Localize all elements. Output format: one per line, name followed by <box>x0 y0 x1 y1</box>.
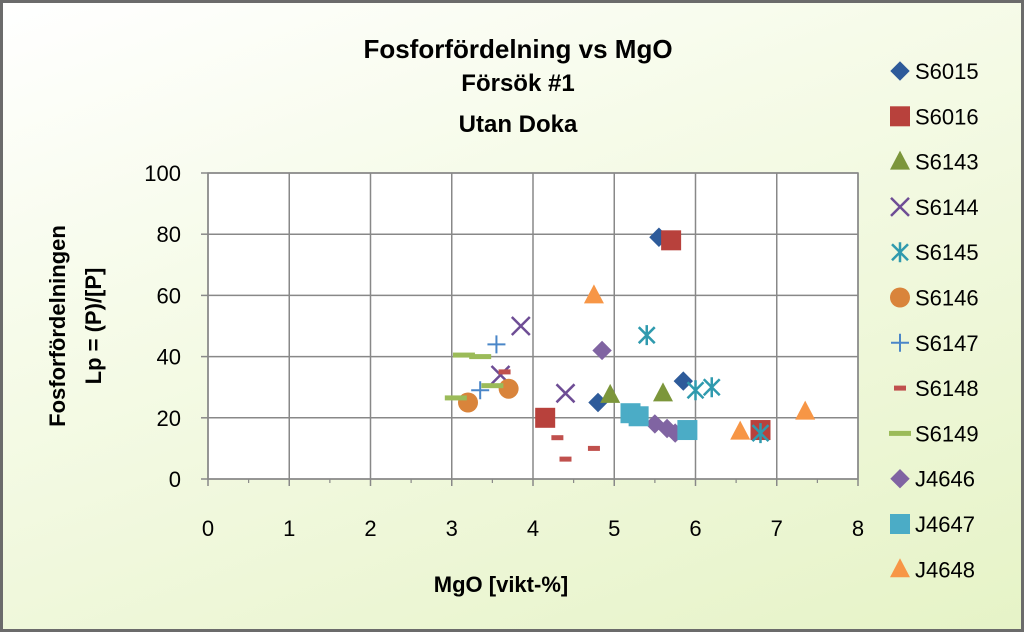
point-S6015 <box>673 371 694 391</box>
point-S6146 <box>498 378 519 399</box>
y-tick-label: 40 <box>157 345 181 370</box>
y-axis-label-line-2: Lp = (P)/[P] <box>81 268 106 385</box>
series-S6149 <box>444 352 504 401</box>
legend-item: J4647 <box>890 512 975 537</box>
point-S6149 <box>481 383 504 389</box>
point-S6149 <box>469 354 492 360</box>
point-S6145 <box>751 423 770 444</box>
point-S6148 <box>559 456 572 462</box>
series-S6147 <box>471 335 506 400</box>
y-tick-label: 0 <box>169 467 181 492</box>
y-tick-label: 100 <box>144 161 181 186</box>
legend-label: J4648 <box>915 557 975 582</box>
legend-marker <box>890 468 910 489</box>
legend-marker <box>890 61 910 81</box>
scatter-chart: Fosforfördelning vs MgO Försök #1 Utan D… <box>45 34 979 597</box>
chart-subtitle-1: Försök #1 <box>461 70 574 97</box>
chart-title: Fosforfördelning vs MgO <box>363 34 672 64</box>
y-tick-label: 60 <box>157 283 181 308</box>
legend-item: S6147 <box>891 331 979 356</box>
y-tick-label: 80 <box>157 222 181 247</box>
legend-marker <box>891 242 909 263</box>
x-tick-label: 0 <box>202 516 214 541</box>
legend-label: J4647 <box>915 512 975 537</box>
point-S6148 <box>551 435 564 441</box>
legend: S6015 S6016 S6143 S6144 S6145 S6146 S6147 S6148… <box>889 59 979 582</box>
legend-marker <box>890 106 910 127</box>
legend-label: J4646 <box>915 467 975 492</box>
point-S6144 <box>510 316 531 336</box>
legend-item: J4648 <box>890 557 975 582</box>
legend-item: S6148 <box>894 376 979 401</box>
point-S6145 <box>637 325 656 346</box>
point-S6147 <box>471 381 490 400</box>
point-S6016 <box>535 407 556 428</box>
legend-item: S6144 <box>890 195 979 220</box>
point-S6148 <box>498 369 511 375</box>
point-S6144 <box>555 383 576 404</box>
x-tick-label: 4 <box>527 516 539 541</box>
point-J4647 <box>628 406 649 427</box>
chart-subtitle-2: Utan Doka <box>459 111 578 138</box>
legend-label: S6149 <box>915 421 979 446</box>
point-J4646 <box>592 340 612 361</box>
legend-marker <box>890 514 910 534</box>
series-S6015 <box>588 227 694 413</box>
series-S6016 <box>535 230 771 441</box>
legend-item: S6149 <box>889 421 979 446</box>
legend-label: S6015 <box>915 59 979 84</box>
legend-item: J4646 <box>890 467 975 492</box>
legend-marker <box>890 287 910 308</box>
legend-item: S6146 <box>890 286 979 311</box>
point-S6143 <box>653 382 673 402</box>
x-tick-label: 1 <box>283 516 295 541</box>
x-tick-label: 8 <box>852 516 864 541</box>
legend-label: S6144 <box>915 195 979 220</box>
legend-marker <box>890 197 910 217</box>
point-J4648 <box>795 400 816 420</box>
legend-label: S6143 <box>915 150 979 175</box>
series-S6145 <box>637 325 770 444</box>
legend-label: S6145 <box>915 240 979 265</box>
y-tick-label: 20 <box>157 406 181 431</box>
point-J4647 <box>677 420 698 441</box>
point-J4648 <box>730 420 751 440</box>
series-J4648 <box>583 284 816 440</box>
data-points <box>444 227 816 462</box>
legend-label: S6148 <box>915 376 979 401</box>
series-S6148 <box>498 369 600 462</box>
legend-marker <box>890 150 910 170</box>
point-S6016 <box>661 230 682 251</box>
x-tick-label: 7 <box>771 516 783 541</box>
x-tick-label: 2 <box>364 516 376 541</box>
point-S6148 <box>587 445 600 451</box>
x-tick-label: 5 <box>608 516 620 541</box>
point-S6145 <box>686 380 705 401</box>
point-S6149 <box>452 352 475 358</box>
point-S6149 <box>444 395 467 401</box>
point-S6143 <box>600 383 621 403</box>
series-J4647 <box>620 403 698 441</box>
legend-label: S6146 <box>915 286 979 311</box>
legend-item: S6015 <box>890 59 979 84</box>
legend-marker <box>894 385 906 391</box>
y-axis-label-line-1: Fosforfördelningen <box>45 225 70 427</box>
x-axis-label: MgO [vikt-%] <box>434 572 568 597</box>
legend-item: S6016 <box>890 104 979 129</box>
point-S6145 <box>702 377 721 398</box>
point-J4648 <box>583 284 604 304</box>
legend-label: S6147 <box>915 331 979 356</box>
legend-marker <box>889 430 911 436</box>
series-S6143 <box>600 382 673 403</box>
legend-item: S6145 <box>891 240 979 265</box>
legend-marker <box>890 558 910 578</box>
legend-item: S6143 <box>890 150 979 175</box>
legend-marker <box>891 333 909 352</box>
legend-label: S6016 <box>915 104 979 129</box>
x-tick-label: 6 <box>689 516 701 541</box>
x-tick-label: 3 <box>446 516 458 541</box>
point-S6147 <box>487 335 506 354</box>
